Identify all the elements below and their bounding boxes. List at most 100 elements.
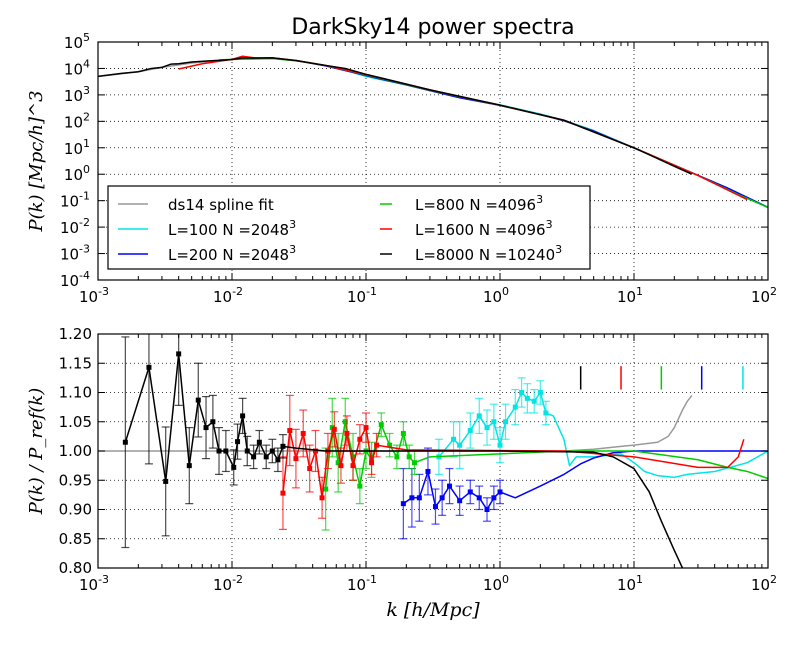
data-marker [400, 430, 406, 436]
data-marker [300, 430, 306, 436]
data-marker [223, 448, 229, 454]
data-marker [146, 364, 152, 370]
legend-box [107, 185, 591, 270]
data-marker [491, 495, 497, 501]
data-marker [210, 419, 216, 425]
bottom-y-tick-label: 0.95 [59, 471, 92, 489]
data-marker [335, 460, 341, 466]
top-axes-frame [97, 41, 769, 281]
data-marker [394, 454, 400, 460]
data-marker [176, 351, 182, 357]
data-marker [216, 448, 222, 454]
data-marker [425, 468, 431, 474]
bottom-series [98, 334, 768, 568]
data-marker [235, 439, 241, 445]
data-marker [338, 463, 344, 469]
data-marker [313, 448, 319, 454]
data-marker [491, 419, 497, 425]
data-marker [476, 495, 482, 501]
bottom-y-tick-label: 0.80 [59, 559, 92, 577]
ratio-line [376, 439, 745, 469]
top-y-tick-label: 103 [64, 84, 90, 105]
ratio-line [282, 445, 684, 568]
legend-entry-exponent: 3 [555, 243, 562, 256]
legend-entry-exponent: 3 [289, 243, 296, 256]
data-marker [439, 495, 445, 501]
data-marker [416, 495, 422, 501]
top-axes: 10-3 10-2 10-1 100 101 10210-410-310-210-1100… [60, 31, 777, 306]
data-marker [503, 419, 509, 425]
data-marker [269, 448, 275, 454]
bottom-y-tick-label: 1.15 [59, 354, 92, 372]
bottom-y-tick-label: 1.00 [59, 442, 92, 460]
data-marker [467, 428, 473, 434]
legend-entry-label: ds14 spline fit [168, 196, 274, 214]
data-marker [251, 454, 257, 460]
data-marker [203, 425, 209, 431]
bottom-y-tick-label: 0.90 [59, 501, 92, 519]
data-marker [357, 483, 363, 489]
data-marker [280, 490, 286, 496]
legend-entry: L=200 N =20483 [168, 243, 296, 264]
legend-entry-label: L=1600 N =4096 [415, 221, 546, 239]
bottom-x-tick-label: 100 [483, 573, 509, 594]
legend-entry-exponent: 3 [289, 218, 296, 231]
bottom-axes: 10-3 10-2 10-1 100 101 102 0.80 0.85 0.90 0.95 1.0… [59, 325, 777, 594]
data-marker [350, 463, 356, 469]
data-marker [537, 390, 543, 395]
data-marker [406, 454, 412, 460]
data-marker [319, 495, 325, 501]
ratio-marker-line [282, 426, 378, 499]
data-marker [323, 486, 329, 492]
data-marker [195, 397, 201, 403]
top-series [98, 55, 768, 209]
data-marker [369, 460, 375, 466]
data-marker [287, 428, 293, 434]
data-marker [484, 425, 490, 431]
bottom-x-axis-label: k [h/Mpc] [386, 599, 480, 621]
ratio-marker-line [438, 391, 547, 458]
data-marker [409, 495, 415, 501]
top-x-tick-label: 10-3 [79, 285, 109, 306]
data-marker [432, 504, 438, 510]
bottom-y-tick-label: 1.20 [59, 325, 92, 343]
data-marker [344, 430, 350, 436]
bottom-x-tick-label: 102 [751, 573, 777, 594]
top-y-tick-label: 10-4 [60, 269, 90, 290]
legend-entry: ds14 spline fit [168, 196, 274, 214]
top-x-tick-label: 10-1 [347, 285, 377, 306]
bottom-x-tick-label: 10-2 [213, 573, 243, 594]
top-x-tick-label: 102 [751, 285, 777, 306]
top-y-tick-label: 104 [64, 57, 90, 78]
data-marker [387, 442, 393, 448]
top-x-tick-label: 101 [617, 285, 643, 306]
data-marker [263, 454, 269, 460]
data-marker [497, 442, 503, 448]
top-y-tick-label: 102 [64, 110, 90, 131]
top-y-tick-label: 101 [64, 137, 90, 158]
data-marker [451, 436, 457, 442]
data-marker [240, 413, 246, 419]
bottom-y-axis-label: P(k) / P_ref(k) [26, 388, 47, 516]
data-marker [476, 413, 482, 419]
top-series-line [218, 57, 768, 209]
data-marker [519, 390, 525, 395]
data-marker [256, 439, 262, 445]
top-series-line [178, 55, 748, 201]
top-y-tick-label: 10-2 [60, 216, 90, 237]
top-series-line [295, 59, 768, 209]
data-marker [524, 395, 530, 401]
legend-entry-exponent: 3 [536, 193, 543, 206]
data-marker [163, 478, 169, 484]
ratio-line [414, 450, 768, 480]
bottom-x-tick-label: 10-1 [347, 573, 377, 594]
top-y-tick-label: 10-1 [60, 190, 90, 211]
data-marker [531, 398, 537, 404]
legend-entry: L=100 N =20483 [168, 218, 296, 239]
data-marker [512, 404, 518, 410]
data-marker [122, 439, 128, 445]
legend-entry-label: L=8000 N =10240 [415, 246, 555, 264]
legend-entry-label: L=100 N =2048 [168, 221, 289, 239]
